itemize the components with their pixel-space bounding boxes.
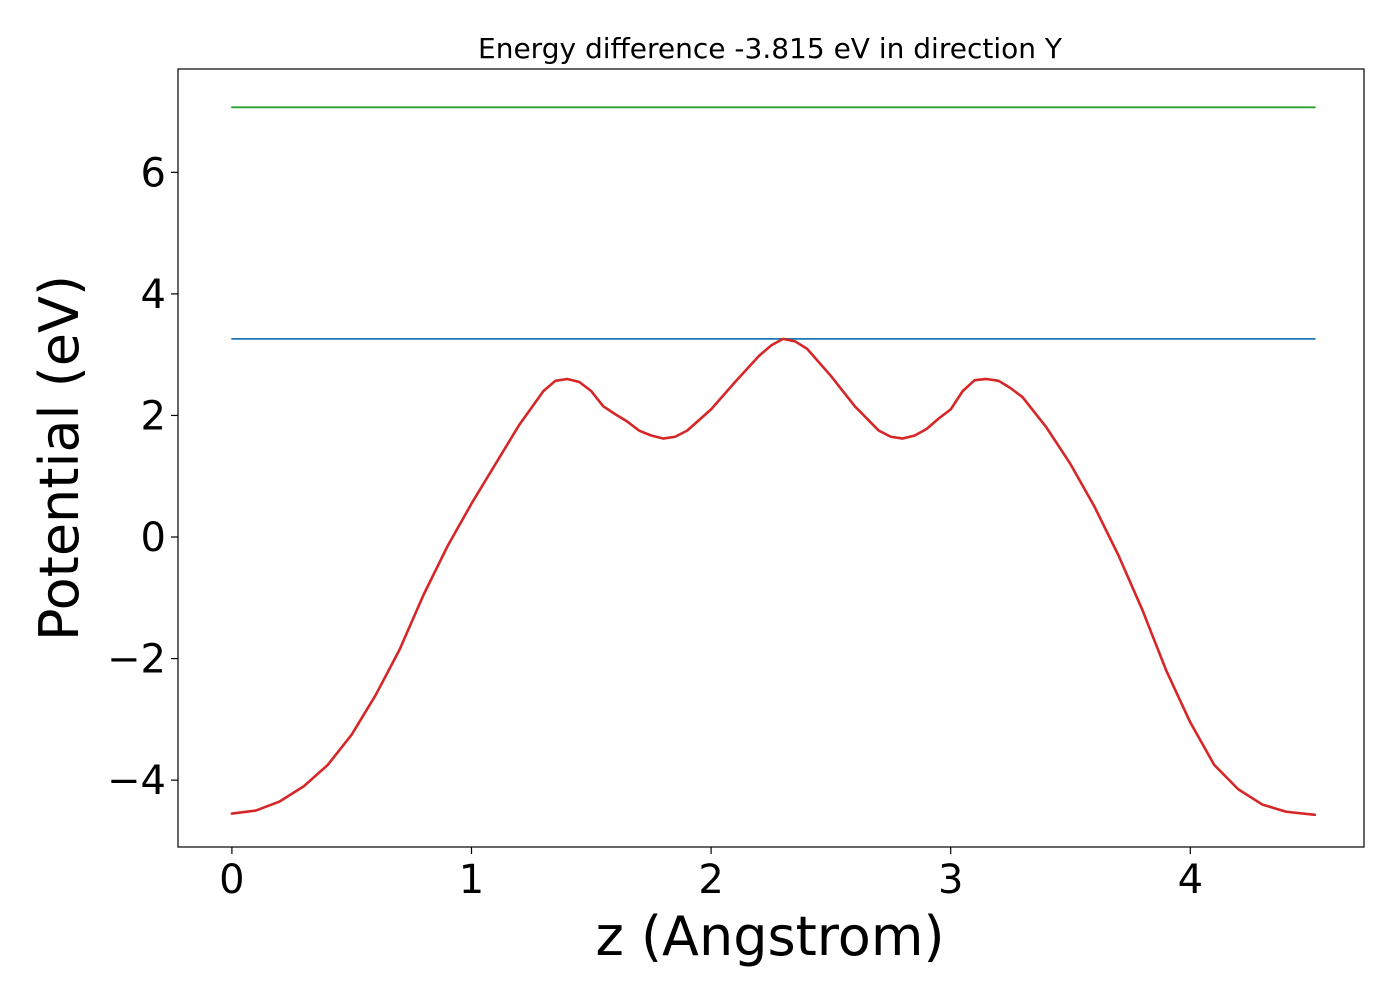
y-tick-label: −4 (107, 758, 166, 804)
x-tick-label: 1 (459, 857, 484, 903)
chart-title: Energy difference -3.815 eV in direction… (478, 32, 1063, 65)
y-tick-label: 0 (141, 515, 166, 561)
x-tick-label: 3 (938, 857, 963, 903)
x-tick-label: 0 (219, 857, 244, 903)
plot-frame (177, 68, 1365, 848)
y-tick-label: 4 (141, 272, 166, 318)
y-tick-label: 2 (141, 393, 166, 439)
potential-curve-series (230, 337, 1317, 817)
x-tick-label: 4 (1178, 857, 1203, 903)
x-axis-label: z (Angstrom) (595, 905, 944, 968)
x-tick-label: 2 (698, 857, 723, 903)
y-axis-ticks: −4 −2 0 2 4 6 (107, 150, 178, 804)
x-axis-ticks: 0 1 2 3 4 (219, 847, 1203, 903)
y-tick-label: −2 (107, 637, 166, 683)
y-axis-label: Potential (eV) (28, 275, 91, 641)
series-layer (230, 106, 1317, 817)
y-tick-label: 6 (141, 150, 166, 196)
